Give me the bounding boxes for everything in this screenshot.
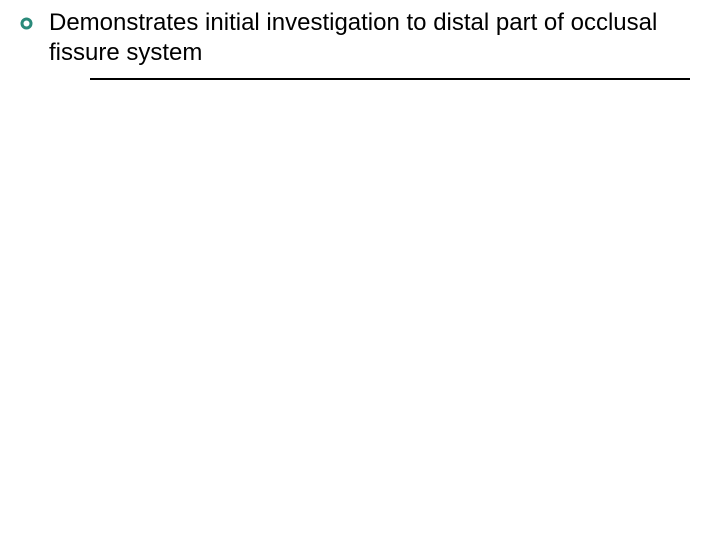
title-underline (90, 78, 690, 80)
bullet-ring-icon (20, 17, 33, 35)
title-block: Demonstrates initial investigation to di… (20, 8, 680, 68)
title-row: Demonstrates initial investigation to di… (20, 8, 680, 68)
slide-container: Demonstrates initial investigation to di… (0, 0, 720, 540)
slide-title: Demonstrates initial investigation to di… (43, 8, 680, 68)
